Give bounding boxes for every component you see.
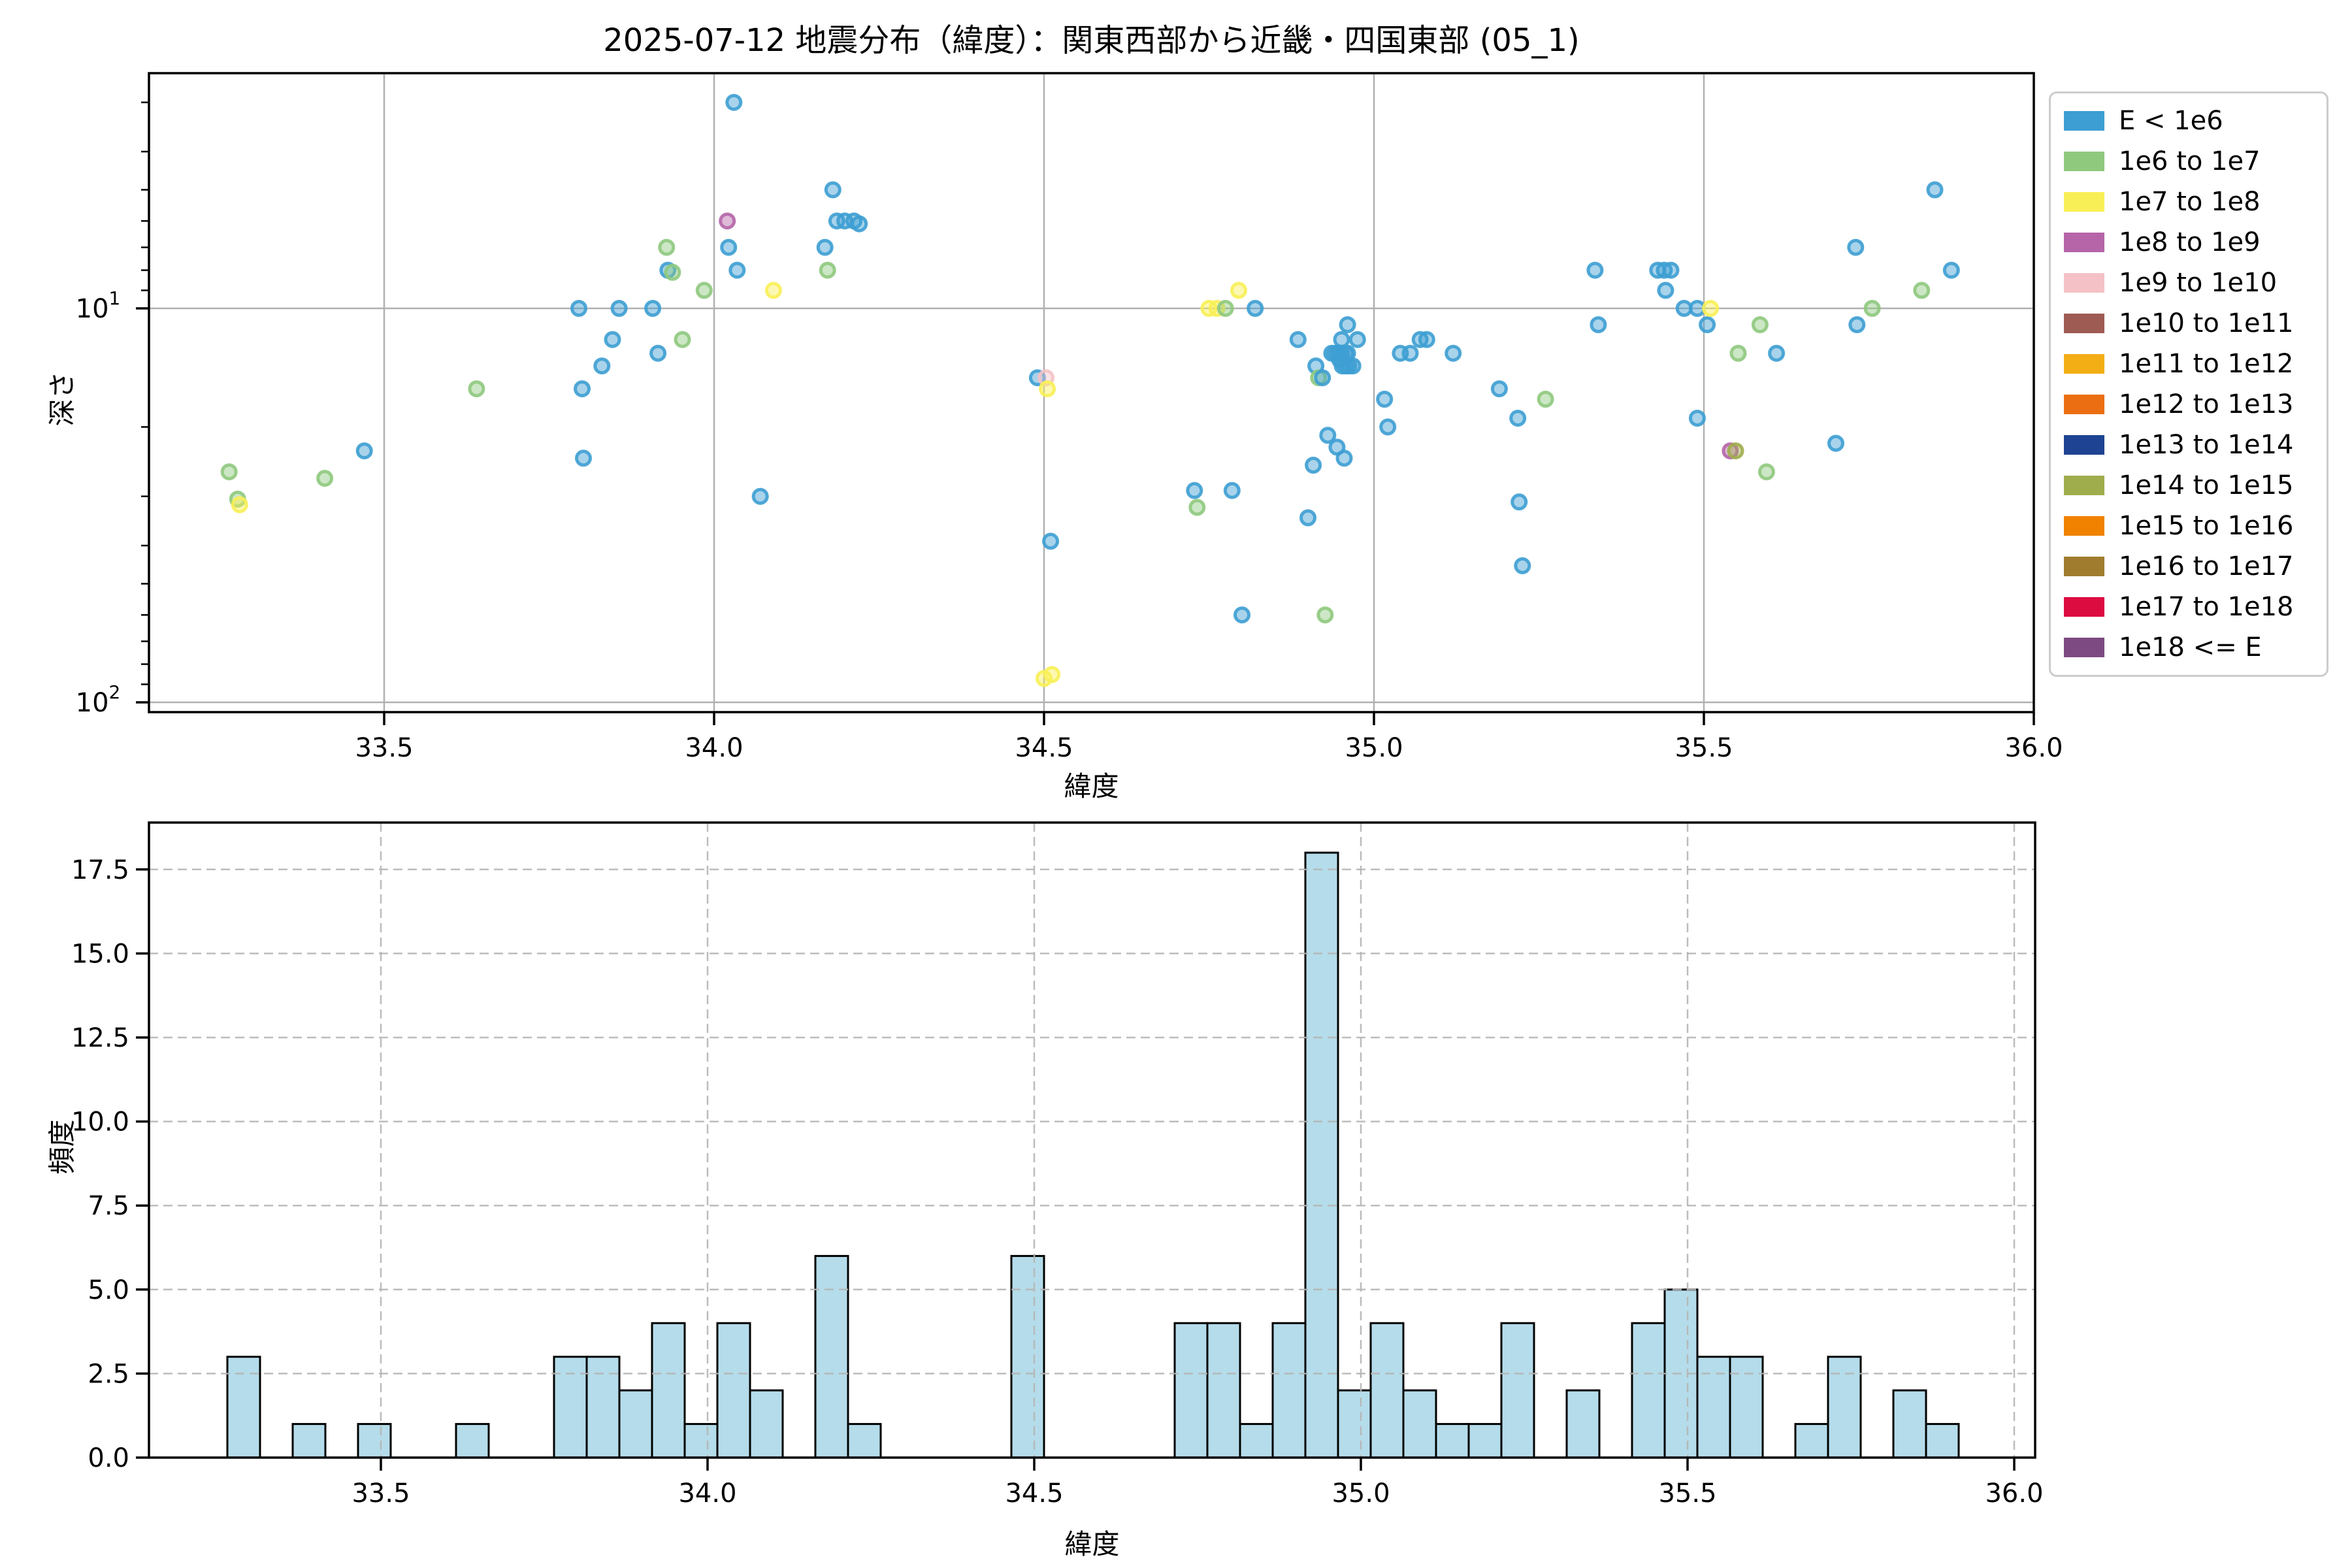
legend-label: 1e10 to 1e11 (2119, 308, 2294, 338)
svg-text:101: 101 (76, 287, 121, 324)
legend-label: 1e8 to 1e9 (2119, 227, 2261, 257)
legend-label: 1e18 <= E (2119, 632, 2262, 662)
legend-label: 1e13 to 1e14 (2119, 430, 2294, 460)
legend-label: 1e6 to 1e7 (2119, 146, 2261, 176)
histogram-ylabel: 頻度 (46, 1119, 78, 1175)
legend-entry: E < 1e6 (2064, 105, 2313, 137)
legend-entry: 1e14 to 1e15 (2064, 470, 2313, 501)
svg-text:34.0: 34.0 (678, 1478, 736, 1509)
svg-text:7.5: 7.5 (88, 1191, 129, 1221)
histogram-axes: 33.5 34.0 34.5 35.0 35.5 36.0 0.0 2.5 5.0 7.5 10.0… (71, 821, 2044, 1509)
legend-label: 1e15 to 1e16 (2119, 511, 2294, 541)
legend-label: 1e9 to 1e10 (2119, 268, 2278, 298)
svg-text:34.0: 34.0 (685, 733, 743, 763)
legend-label: E < 1e6 (2119, 106, 2223, 136)
svg-text:35.0: 35.0 (1331, 1478, 1390, 1509)
legend-entry: 1e12 to 1e13 (2064, 389, 2313, 420)
svg-text:17.5: 17.5 (71, 855, 129, 885)
legend-entry: 1e6 to 1e7 (2064, 146, 2313, 177)
legend-label: 1e11 to 1e12 (2119, 349, 2294, 379)
svg-text:33.5: 33.5 (351, 1478, 410, 1509)
legend-swatch (2064, 395, 2104, 414)
svg-text:2.5: 2.5 (88, 1359, 129, 1389)
svg-text:0.0: 0.0 (88, 1443, 129, 1473)
svg-text:10.0: 10.0 (71, 1107, 129, 1137)
chart-title: 2025-07-12 地震分布（緯度）：関東西部から近畿・四国東部 (05_1) (603, 22, 1580, 59)
legend-entry: 1e7 to 1e8 (2064, 186, 2313, 218)
legend-swatch (2064, 557, 2104, 576)
svg-text:33.5: 33.5 (355, 733, 413, 763)
legend-swatch (2064, 233, 2104, 252)
legend-swatch (2064, 435, 2104, 455)
svg-text:34.5: 34.5 (1015, 733, 1073, 763)
legend-swatch (2064, 597, 2104, 617)
legend-entry: 1e18 <= E (2064, 632, 2313, 663)
legend-entry: 1e16 to 1e17 (2064, 551, 2313, 582)
svg-text:35.5: 35.5 (1674, 733, 1733, 763)
legend-entry: 1e8 to 1e9 (2064, 227, 2313, 258)
legend-entry: 1e9 to 1e10 (2064, 267, 2313, 299)
legend-swatch (2064, 516, 2104, 536)
legend-label: 1e7 to 1e8 (2119, 187, 2261, 217)
legend-entry: 1e15 to 1e16 (2064, 510, 2313, 542)
legend-swatch (2064, 354, 2104, 374)
svg-text:36.0: 36.0 (2004, 733, 2063, 763)
legend-swatch (2064, 314, 2104, 333)
scatter-xlabel: 緯度 (1064, 770, 1119, 802)
legend-swatch (2064, 152, 2104, 171)
legend: E < 1e6 1e6 to 1e7 1e7 to 1e8 1e8 to 1e9 1e9… (2049, 91, 2328, 677)
legend-label: 1e14 to 1e15 (2119, 470, 2294, 500)
legend-entry: 1e11 to 1e12 (2064, 348, 2313, 380)
scatter-points (220, 93, 1960, 687)
legend-swatch (2064, 638, 2104, 657)
legend-swatch (2064, 192, 2104, 212)
histogram-grid (149, 823, 2035, 1458)
histogram-xlabel: 緯度 (1064, 1528, 1120, 1560)
svg-text:35.5: 35.5 (1658, 1478, 1716, 1509)
legend-swatch (2064, 111, 2104, 131)
legend-label: 1e17 to 1e18 (2119, 592, 2294, 622)
svg-text:12.5: 12.5 (71, 1023, 129, 1053)
legend-label: 1e12 to 1e13 (2119, 389, 2294, 419)
legend-entry: 1e13 to 1e14 (2064, 429, 2313, 461)
svg-text:5.0: 5.0 (88, 1275, 129, 1305)
svg-text:36.0: 36.0 (1985, 1478, 2043, 1509)
legend-entry: 1e17 to 1e18 (2064, 591, 2313, 623)
svg-text:102: 102 (76, 681, 121, 718)
scatter-grid (149, 73, 2035, 712)
scatter-axes: 33.5 34.0 34.5 35.0 35.5 36.0 101 102 (76, 72, 2063, 763)
legend-swatch (2064, 476, 2104, 495)
svg-text:34.5: 34.5 (1005, 1478, 1063, 1509)
histogram-bars (226, 851, 1960, 1459)
legend-entry: 1e10 to 1e11 (2064, 308, 2313, 339)
legend-label: 1e16 to 1e17 (2119, 551, 2294, 581)
svg-text:15.0: 15.0 (71, 939, 129, 969)
legend-swatch (2064, 273, 2104, 293)
scatter-ylabel: 深さ (46, 371, 78, 427)
svg-text:35.0: 35.0 (1345, 733, 1403, 763)
